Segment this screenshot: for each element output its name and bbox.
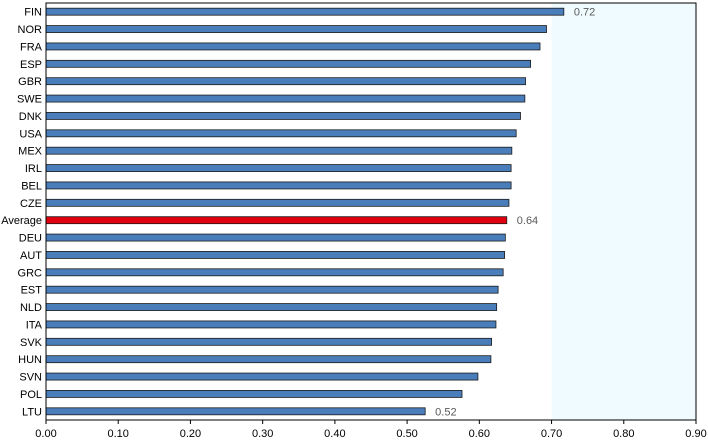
category-label-deu: DEU <box>19 233 42 245</box>
bar-grc <box>45 268 504 277</box>
category-label-bel: BEL <box>21 180 42 192</box>
x-tick-label: 0.80 <box>613 428 634 440</box>
bar-ltu <box>45 407 426 416</box>
category-label-hun: HUN <box>18 354 42 366</box>
bar-ita <box>45 320 497 329</box>
category-label-swe: SWE <box>17 94 42 106</box>
category-label-grc: GRC <box>18 267 43 279</box>
category-label-mex: MEX <box>18 146 43 158</box>
category-label-est: EST <box>21 285 43 297</box>
category-label-nld: NLD <box>20 302 42 314</box>
x-tick-label: 0.90 <box>685 428 706 440</box>
axis-layer: 0.00 0.10 0.20 0.30 0.40 0.50 0.60 0.70 0.80 0.90 <box>35 2 707 440</box>
bar-pol <box>45 390 463 398</box>
category-label-nor: NOR <box>18 24 43 36</box>
bar-esp <box>45 59 532 68</box>
shaded-region <box>551 3 696 420</box>
bar-irl <box>45 164 512 172</box>
bar-dnk <box>45 112 521 120</box>
bar-mex <box>45 146 513 155</box>
bar-gbr <box>45 77 526 86</box>
category-label-gbr: GBR <box>18 76 42 88</box>
data-labels-layer: 0.72 0.64 0.52 <box>435 7 595 419</box>
category-label-usa: USA <box>19 128 42 140</box>
category-label-aut: AUT <box>20 250 42 262</box>
category-label-average: Average <box>1 215 42 227</box>
bar-average <box>45 216 508 225</box>
category-label-fin: FIN <box>24 7 42 19</box>
category-label-fra: FRA <box>20 41 43 53</box>
category-label-esp: ESP <box>20 59 42 71</box>
category-label-cze: CZE <box>20 198 42 210</box>
bar-nld <box>45 303 498 311</box>
bar-aut <box>45 251 506 259</box>
bar-bel <box>45 181 512 190</box>
category-label-svk: SVK <box>20 337 43 349</box>
bar-svn <box>45 372 479 381</box>
bar-deu <box>45 233 506 242</box>
x-tick-label: 0.70 <box>541 428 562 440</box>
category-label-irl: IRL <box>25 163 42 175</box>
bar-hun <box>45 355 492 364</box>
category-label-pol: POL <box>20 389 42 401</box>
category-label-ita: ITA <box>26 319 43 331</box>
bars-layer <box>45 7 565 416</box>
bar-est <box>45 285 499 294</box>
x-tick-label: 0.20 <box>180 428 201 440</box>
plot-frame <box>45 2 697 421</box>
bar-swe <box>45 94 526 103</box>
bar-cze <box>45 198 510 207</box>
x-tick-label: 0.40 <box>324 428 345 440</box>
data-label-ltu: 0.52 <box>435 406 456 418</box>
shaded-region-layer <box>551 3 696 420</box>
category-label-ltu: LTU <box>22 406 42 418</box>
category-label-svn: SVN <box>19 372 42 384</box>
bar-nor <box>45 25 547 33</box>
bar-usa <box>45 129 517 138</box>
x-tick-label: 0.00 <box>35 428 56 440</box>
bar-fra <box>45 42 541 51</box>
category-label-dnk: DNK <box>19 111 43 123</box>
x-tick-label: 0.60 <box>469 428 490 440</box>
x-tick-label: 0.50 <box>396 428 417 440</box>
bar-svk <box>45 337 493 346</box>
x-tick-label: 0.10 <box>108 428 129 440</box>
bar-fin <box>45 7 565 16</box>
category-labels-layer: FIN NOR FRA ESP GBR SWE DNK USA MEX IRL BEL CZE Aver… <box>1 7 42 419</box>
data-label-fin: 0.72 <box>574 7 595 19</box>
data-label-average: 0.64 <box>517 215 538 227</box>
x-tick-label: 0.30 <box>252 428 273 440</box>
